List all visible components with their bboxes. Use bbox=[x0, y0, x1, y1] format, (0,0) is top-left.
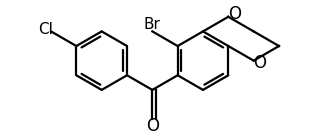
Text: O: O bbox=[253, 54, 267, 72]
Text: Br: Br bbox=[144, 18, 161, 32]
Text: O: O bbox=[146, 117, 159, 136]
Text: Cl: Cl bbox=[38, 22, 52, 37]
Text: O: O bbox=[228, 5, 241, 23]
